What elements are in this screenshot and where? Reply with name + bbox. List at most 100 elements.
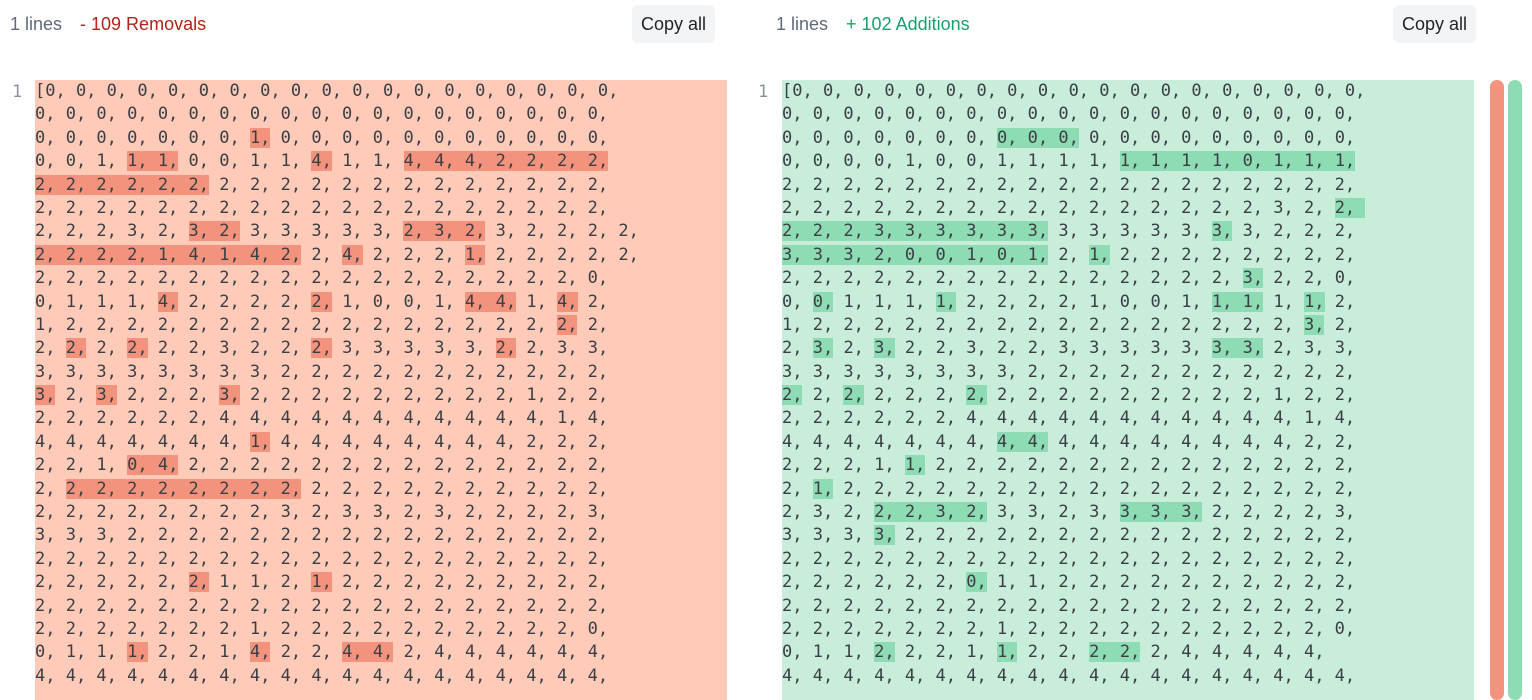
added-line-row: 2, 2, 2, 2, 2, 2, 2, 2, 2, 2, 2, 2, 2, 2… xyxy=(782,197,1474,220)
added-highlight: 1, xyxy=(812,478,834,499)
removed-highlight: 2, xyxy=(311,291,332,312)
added-text: 2, 2, 2, 2, 2, 2, 2, 2, xyxy=(1109,244,1356,265)
added-line-row: 2, 3, 2, 3, 2, 2, 3, 2, 2, 3, 3, 3, 3, 3… xyxy=(782,337,1474,360)
added-line-row: 2, 2, 2, 2, 2, 2, 2, 1, 2, 2, 2, 2, 2, 2… xyxy=(782,618,1474,641)
added-line-row: 3, 3, 3, 2, 0, 0, 1, 0, 1, 2, 1, 2, 2, 2… xyxy=(782,244,1474,267)
added-text: 2, 2, 2, xyxy=(863,385,967,406)
removals-overview-bar[interactable] xyxy=(1490,80,1504,700)
additions-overview-bar[interactable] xyxy=(1508,80,1522,700)
right-line-number: 1 xyxy=(758,82,769,102)
added-line-row: 0, 0, 0, 0, 0, 0, 0, 0, 0, 0, 0, 0, 0, 0… xyxy=(782,103,1474,126)
added-line-row: 3, 3, 3, 3, 3, 3, 3, 3, 2, 2, 2, 2, 2, 2… xyxy=(782,361,1474,384)
removed-text: 2, 2, 1, xyxy=(147,642,250,663)
added-line-row: 2, 1, 2, 2, 2, 2, 2, 2, 2, 2, 2, 2, 2, 2… xyxy=(782,478,1474,501)
removed-highlight: 4, xyxy=(157,291,179,312)
removed-line-row: [0, 0, 0, 0, 0, 0, 0, 0, 0, 0, 0, 0, 0, … xyxy=(35,80,727,103)
added-highlight: 3, xyxy=(874,525,895,546)
removed-text: 2, 2, 2, 2, xyxy=(178,291,312,312)
removed-text: 0, 0, 0, 0, 0, 0, 0, 0, 0, 0, 0, 0, 0, 0… xyxy=(35,104,609,125)
removed-text: 4, 4, 4, 4, 4, 4, 4, 4, 2, 2, 2, xyxy=(270,431,609,452)
added-highlight: 1, xyxy=(1304,291,1325,312)
removed-text: [0, 0, 0, 0, 0, 0, 0, 0, 0, 0, 0, 0, 0, … xyxy=(35,81,619,101)
removed-text: 2, 2, 2, 2, 2, 2, 2, 2, 2, 1, 2, 2, xyxy=(239,385,609,406)
removed-line-row: 2, 2, 2, 2, 2, 2, 2, 1, 2, 2, 2, 2, 2, 2… xyxy=(35,618,727,641)
removed-content-pane[interactable]: [0, 0, 0, 0, 0, 0, 0, 0, 0, 0, 0, 0, 0, … xyxy=(35,80,727,700)
removed-highlight: 3, xyxy=(219,385,240,406)
added-text: 2, 3, 3, xyxy=(1263,338,1356,359)
removed-text: 3, 3, 3, 3, 3, xyxy=(331,338,496,359)
added-highlight: 3, 3, 3, xyxy=(1119,502,1202,523)
removed-line-row: 2, 2, 2, 2, 2, 2, 2, 2, 2, 2, 2, 2, 2, 2… xyxy=(35,548,727,571)
removed-highlight: 2, 2, 2, 2, 1, 4, 1, 4, 2, xyxy=(35,244,302,265)
added-highlight: 1, xyxy=(935,291,957,312)
removed-highlight: 1, xyxy=(127,642,148,663)
added-text: 2, 4, 4, 4, 4, 4, xyxy=(1140,642,1325,663)
removed-line-row: 2, 2, 2, 2, 2, 2, 1, 1, 2, 1, 2, 2, 2, 2… xyxy=(35,571,727,594)
added-highlight: 2, 2, 3, 2, xyxy=(874,502,987,523)
removed-line-row: 0, 0, 0, 0, 0, 0, 0, 1, 0, 0, 0, 0, 0, 0… xyxy=(35,127,727,150)
removed-highlight: 1, xyxy=(249,127,271,148)
removed-highlight: 3, 2, xyxy=(188,221,240,242)
added-line-row: 2, 2, 2, 2, 2, 2, 2, 2, 2, 2, 2, 2, 2, 2… xyxy=(782,548,1474,571)
added-content-pane[interactable]: [0, 0, 0, 0, 0, 0, 0, 0, 0, 0, 0, 0, 0, … xyxy=(782,80,1474,700)
added-text: 0, 0, 0, 0, 0, 0, 0, 0, 0, xyxy=(1078,127,1356,148)
added-line-row: 1, 2, 2, 2, 2, 2, 2, 2, 2, 2, 2, 2, 2, 2… xyxy=(782,314,1474,337)
removed-text: 2, 2, 2, 2, 2, 2, 2, 2, 2, 2, 2, 2, 2, 2… xyxy=(35,548,609,569)
removed-text: 2, xyxy=(86,338,128,359)
added-text: 2, 2, 2, 2, 2, 2, 2, 2, 2, 2, 2, 2, 2, 2… xyxy=(782,595,1356,616)
removed-line-row: 3, 3, 3, 3, 3, 3, 3, 3, 2, 2, 2, 2, 2, 2… xyxy=(35,361,727,384)
added-line-row: 3, 3, 3, 3, 2, 2, 2, 2, 2, 2, 2, 2, 2, 2… xyxy=(782,524,1474,547)
added-highlight: 3, xyxy=(1303,314,1325,335)
removed-text: 3, 2, 2, 2, 2, xyxy=(485,221,639,242)
removed-text: 2, 2, 2, 3, 2, xyxy=(35,221,189,242)
additions-count: + 102 Additions xyxy=(846,13,970,34)
added-highlight: 4, 4, xyxy=(996,431,1049,452)
added-line-row: 4, 4, 4, 4, 4, 4, 4, 4, 4, 4, 4, 4, 4, 4… xyxy=(782,431,1474,454)
removed-text: 2, 2, 2, 2, 2, xyxy=(485,244,639,265)
removed-text: 4, 4, 4, 4, 4, 4, 4, 4, 4, 4, 4, 4, 4, 4… xyxy=(35,665,609,686)
removed-text: 2, 2, 2, 2, 2, 2, 2, 2, 3, 2, 3, 3, 2, 3… xyxy=(35,502,609,523)
added-highlight: 2, xyxy=(874,642,895,663)
added-highlight: 3, xyxy=(812,338,834,359)
removed-line-row: 2, 2, 2, 2, 2, 2, 3, 2, 2, 2, 3, 3, 3, 3… xyxy=(35,337,727,360)
right-copy-all-button[interactable]: Copy all xyxy=(1393,5,1477,43)
removed-text: 0, 1, 1, xyxy=(35,642,128,663)
removed-line-row: 4, 4, 4, 4, 4, 4, 4, 4, 4, 4, 4, 4, 4, 4… xyxy=(35,665,727,688)
removed-text: 0, 0, 1, 1, xyxy=(178,151,312,172)
removed-highlight: 2, 2, 2, 2, 2, 2, xyxy=(35,174,209,195)
right-lines-count: 1 lines xyxy=(776,13,829,34)
added-line-row: 2, 2, 2, 2, 2, 2, 0, 1, 1, 2, 2, 2, 2, 2… xyxy=(782,571,1474,594)
removed-line-row: 2, 2, 2, 3, 2, 3, 2, 3, 3, 3, 3, 3, 2, 3… xyxy=(35,220,727,243)
removed-highlight: 2, xyxy=(311,338,332,359)
added-text: 2, 2, 2, 2, 2, 2, 2, 2, 2, 1, 2, 2, xyxy=(986,385,1356,406)
removed-text: 2, 2, 2, 2, 2, 2, 4, 4, 4, 4, 4, 4, 4, 4… xyxy=(35,408,609,429)
added-text: 0, 0, 0, 0, 0, 0, 0, 0, 0, 0, 0, 0, 0, 0… xyxy=(782,104,1356,125)
added-text: 2, xyxy=(782,478,813,499)
removed-text: 2, xyxy=(35,338,66,359)
removed-text: 2, 4, 4, 4, 4, 4, 4, xyxy=(393,642,609,663)
added-highlight: 3, xyxy=(1211,221,1233,242)
left-copy-all-button[interactable]: Copy all xyxy=(632,5,716,43)
added-text: 0, 0, 0, 0, 1, 0, 0, 1, 1, 1, 1, xyxy=(782,151,1120,172)
added-highlight: 2, xyxy=(1334,197,1366,218)
removed-line-row: 2, 2, 2, 2, 1, 4, 1, 4, 2, 2, 4, 2, 2, 2… xyxy=(35,244,727,267)
removed-highlight: 1, xyxy=(249,431,271,452)
added-line-row: 4, 4, 4, 4, 4, 4, 4, 4, 4, 4, 4, 4, 4, 4… xyxy=(782,665,1474,688)
added-text: 0, 0, 0, 0, 0, 0, 0, xyxy=(782,127,997,148)
added-text: 2, 2, 1, xyxy=(894,642,997,663)
removed-text: 2, xyxy=(577,291,609,312)
removed-line-row: 2, 2, 2, 2, 2, 2, 2, 2, 2, 2, 2, 2, 2, 2… xyxy=(35,174,727,197)
added-text: 1, xyxy=(1263,291,1305,312)
removed-line-row: 2, 2, 2, 2, 2, 2, 2, 2, 2, 2, 2, 2, 2, 2… xyxy=(35,267,727,290)
removed-highlight: 0, 4, xyxy=(127,455,179,476)
removed-line-row: 0, 1, 1, 1, 4, 2, 2, 2, 2, 2, 1, 0, 0, 1… xyxy=(35,291,727,314)
added-text: 2, xyxy=(833,338,875,359)
removed-highlight: 2, xyxy=(127,338,148,359)
removed-text: 2, 2, 2, 2, 2, xyxy=(35,572,189,593)
added-line-row: 2, 3, 2, 2, 2, 3, 2, 3, 3, 2, 3, 3, 3, 3… xyxy=(782,501,1474,524)
removed-highlight: 2, xyxy=(65,338,87,359)
added-text: 2, 2, 0, xyxy=(1263,268,1356,289)
removed-text: 2, xyxy=(577,314,609,335)
removed-line-row: 2, 2, 2, 2, 2, 2, 2, 2, 2, 2, 2, 2, 2, 2… xyxy=(35,595,727,618)
removed-text: 0, 1, 1, 1, xyxy=(35,291,158,312)
